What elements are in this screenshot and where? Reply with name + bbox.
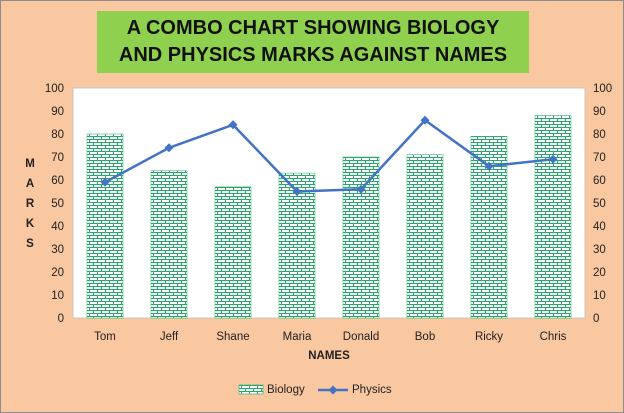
y-tick-label-right: 10: [593, 290, 606, 302]
legend-biology-swatch: [238, 384, 264, 395]
physics-marker: [420, 115, 430, 125]
x-tick-label: Ricky: [475, 331, 503, 343]
y-axis-title-letter: M: [25, 158, 35, 170]
x-tick-label: Chris: [540, 331, 567, 343]
y-tick-label-right: 70: [593, 152, 606, 164]
physics-marker: [484, 161, 494, 171]
y-tick-label-right: 90: [593, 106, 606, 118]
y-tick-label-left: 70: [51, 152, 64, 164]
y-tick-label-left: 80: [51, 129, 64, 141]
y-tick-label-right: 80: [593, 129, 606, 141]
legend-biology-label: Biology: [267, 384, 305, 396]
y-axis-title-letter: S: [26, 238, 34, 250]
y-tick-label-right: 100: [593, 83, 612, 95]
plot-area: [72, 87, 586, 319]
y-axis-title-letter: R: [26, 198, 35, 210]
x-tick-label: Jeff: [160, 331, 179, 343]
y-axis-title: MARKS: [25, 158, 35, 250]
y-tick-label-left: 30: [51, 244, 64, 256]
y-tick-label-right: 60: [593, 175, 606, 187]
left-y-axis-ticks: 0 10 20 30 40 50 60 70 80 90 100: [45, 83, 64, 325]
physics-marker: [228, 120, 238, 130]
chart-title: A COMBO CHART SHOWING BIOLOGY AND PHYSIC…: [118, 17, 508, 66]
biology-bar: [214, 186, 252, 319]
y-tick-label-left: 20: [51, 267, 64, 279]
legend-physics-label: Physics: [352, 384, 392, 396]
biology-bar: [150, 170, 188, 319]
y-tick-label-right: 50: [593, 198, 606, 210]
x-tick-label: Bob: [415, 331, 435, 343]
x-tick-label: Tom: [94, 331, 116, 343]
y-axis-title-letter: K: [26, 218, 35, 230]
y-tick-label-left: 50: [51, 198, 64, 210]
biology-bar: [86, 133, 124, 319]
right-y-axis-ticks: 0 10 20 30 40 50 60 70 80 90 100: [593, 83, 612, 325]
legend-physics-marker: [328, 385, 338, 395]
y-tick-label-left: 10: [51, 290, 64, 302]
x-tick-label: Maria: [283, 331, 312, 343]
biology-bar: [278, 172, 316, 319]
physics-line: [104, 118, 554, 193]
physics-marker: [292, 187, 302, 196]
physics-line-series: [100, 115, 558, 196]
x-tick-label: Shane: [216, 331, 249, 343]
y-tick-label-left: 100: [45, 83, 64, 95]
physics-marker: [356, 184, 366, 194]
y-tick-label-left: 90: [51, 106, 64, 118]
physics-marker: [164, 143, 174, 153]
y-tick-label-right: 20: [593, 267, 606, 279]
x-axis-ticks: Tom Jeff Shane Maria Donald Bob Ricky Chris: [94, 331, 567, 343]
biology-bar: [406, 154, 444, 319]
y-tick-label-left: 60: [51, 175, 64, 187]
legend: Biology Physics: [238, 384, 392, 396]
x-axis-title: NAMES: [308, 350, 350, 362]
biology-bar: [534, 115, 572, 319]
y-tick-label-left: 40: [51, 221, 64, 233]
x-tick-label: Donald: [343, 331, 379, 343]
y-axis-title-letter: A: [26, 178, 34, 190]
y-tick-label-left: 0: [58, 313, 64, 325]
y-tick-label-right: 40: [593, 221, 606, 233]
physics-marker: [548, 154, 558, 164]
biology-bars: [86, 115, 572, 319]
biology-bar: [342, 156, 380, 319]
physics-marker: [100, 177, 110, 187]
y-tick-label-right: 30: [593, 244, 606, 256]
y-tick-label-right: 0: [593, 313, 599, 325]
chart-title-box: A COMBO CHART SHOWING BIOLOGY AND PHYSIC…: [97, 11, 529, 73]
